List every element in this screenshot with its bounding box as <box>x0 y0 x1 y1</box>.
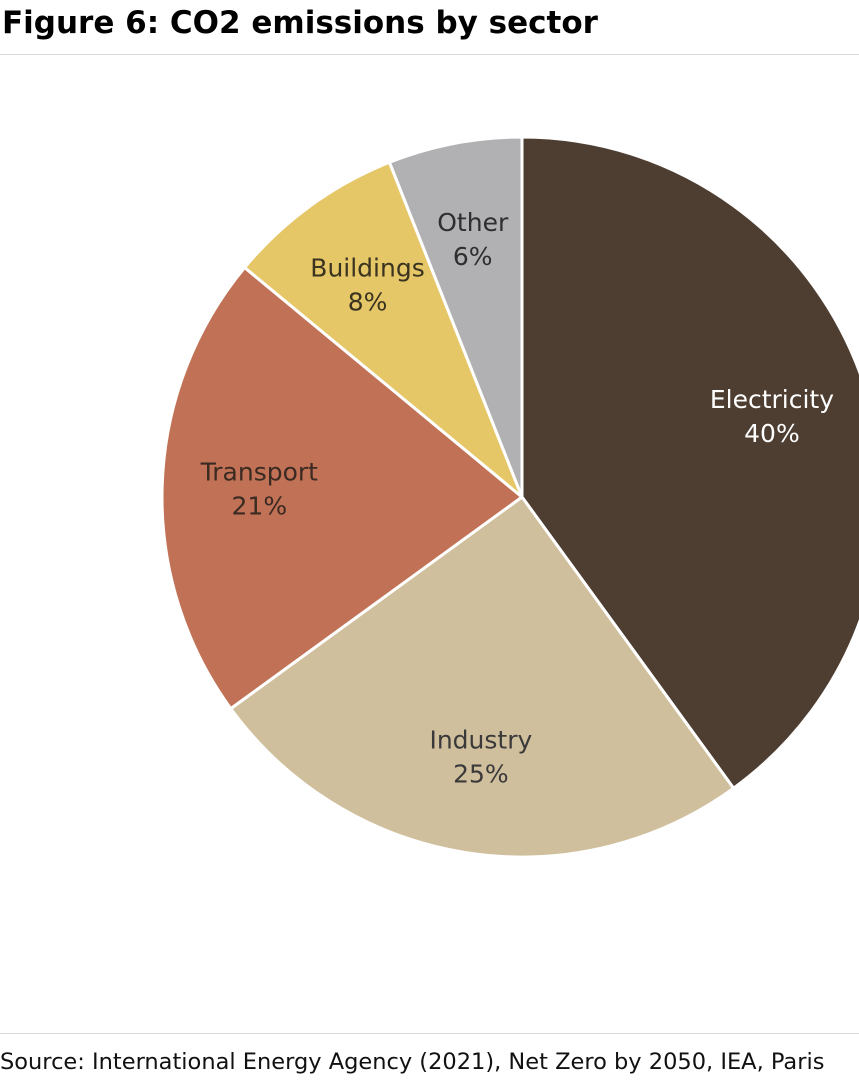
source-divider <box>0 1033 859 1034</box>
pie-slice-other <box>387 135 524 499</box>
pie-slice-buildings <box>243 160 524 499</box>
slice-label-buildings: Buildings <box>310 253 424 282</box>
chart-title: Figure 6: CO2 emissions by sector <box>2 5 598 41</box>
pie-svg: Electricity 40% Industry 25% Transport 21% Bui… <box>160 135 859 859</box>
pie-slices <box>160 135 859 859</box>
source-note: Source: International Energy Agency (202… <box>0 1049 825 1075</box>
pie-slice-industry <box>229 495 736 859</box>
slice-label-transport: Transport <box>200 458 319 487</box>
pie-labels: Electricity 40% Industry 25% Transport 21% Bui… <box>200 208 835 789</box>
slice-label-other: Other <box>437 208 509 237</box>
pie-slice-transport <box>160 266 524 711</box>
slice-value-industry: 25% <box>453 760 509 789</box>
title-divider <box>0 54 859 55</box>
slice-label-industry: Industry <box>429 726 532 755</box>
pie-slice-electricity <box>520 135 859 790</box>
slice-label-electricity: Electricity <box>710 385 834 414</box>
pie-chart: Electricity 40% Industry 25% Transport 21% Bui… <box>0 55 859 1031</box>
slice-value-buildings: 8% <box>348 287 388 316</box>
slice-value-transport: 21% <box>232 492 288 521</box>
slice-value-electricity: 40% <box>744 419 800 448</box>
slice-value-other: 6% <box>453 242 493 271</box>
